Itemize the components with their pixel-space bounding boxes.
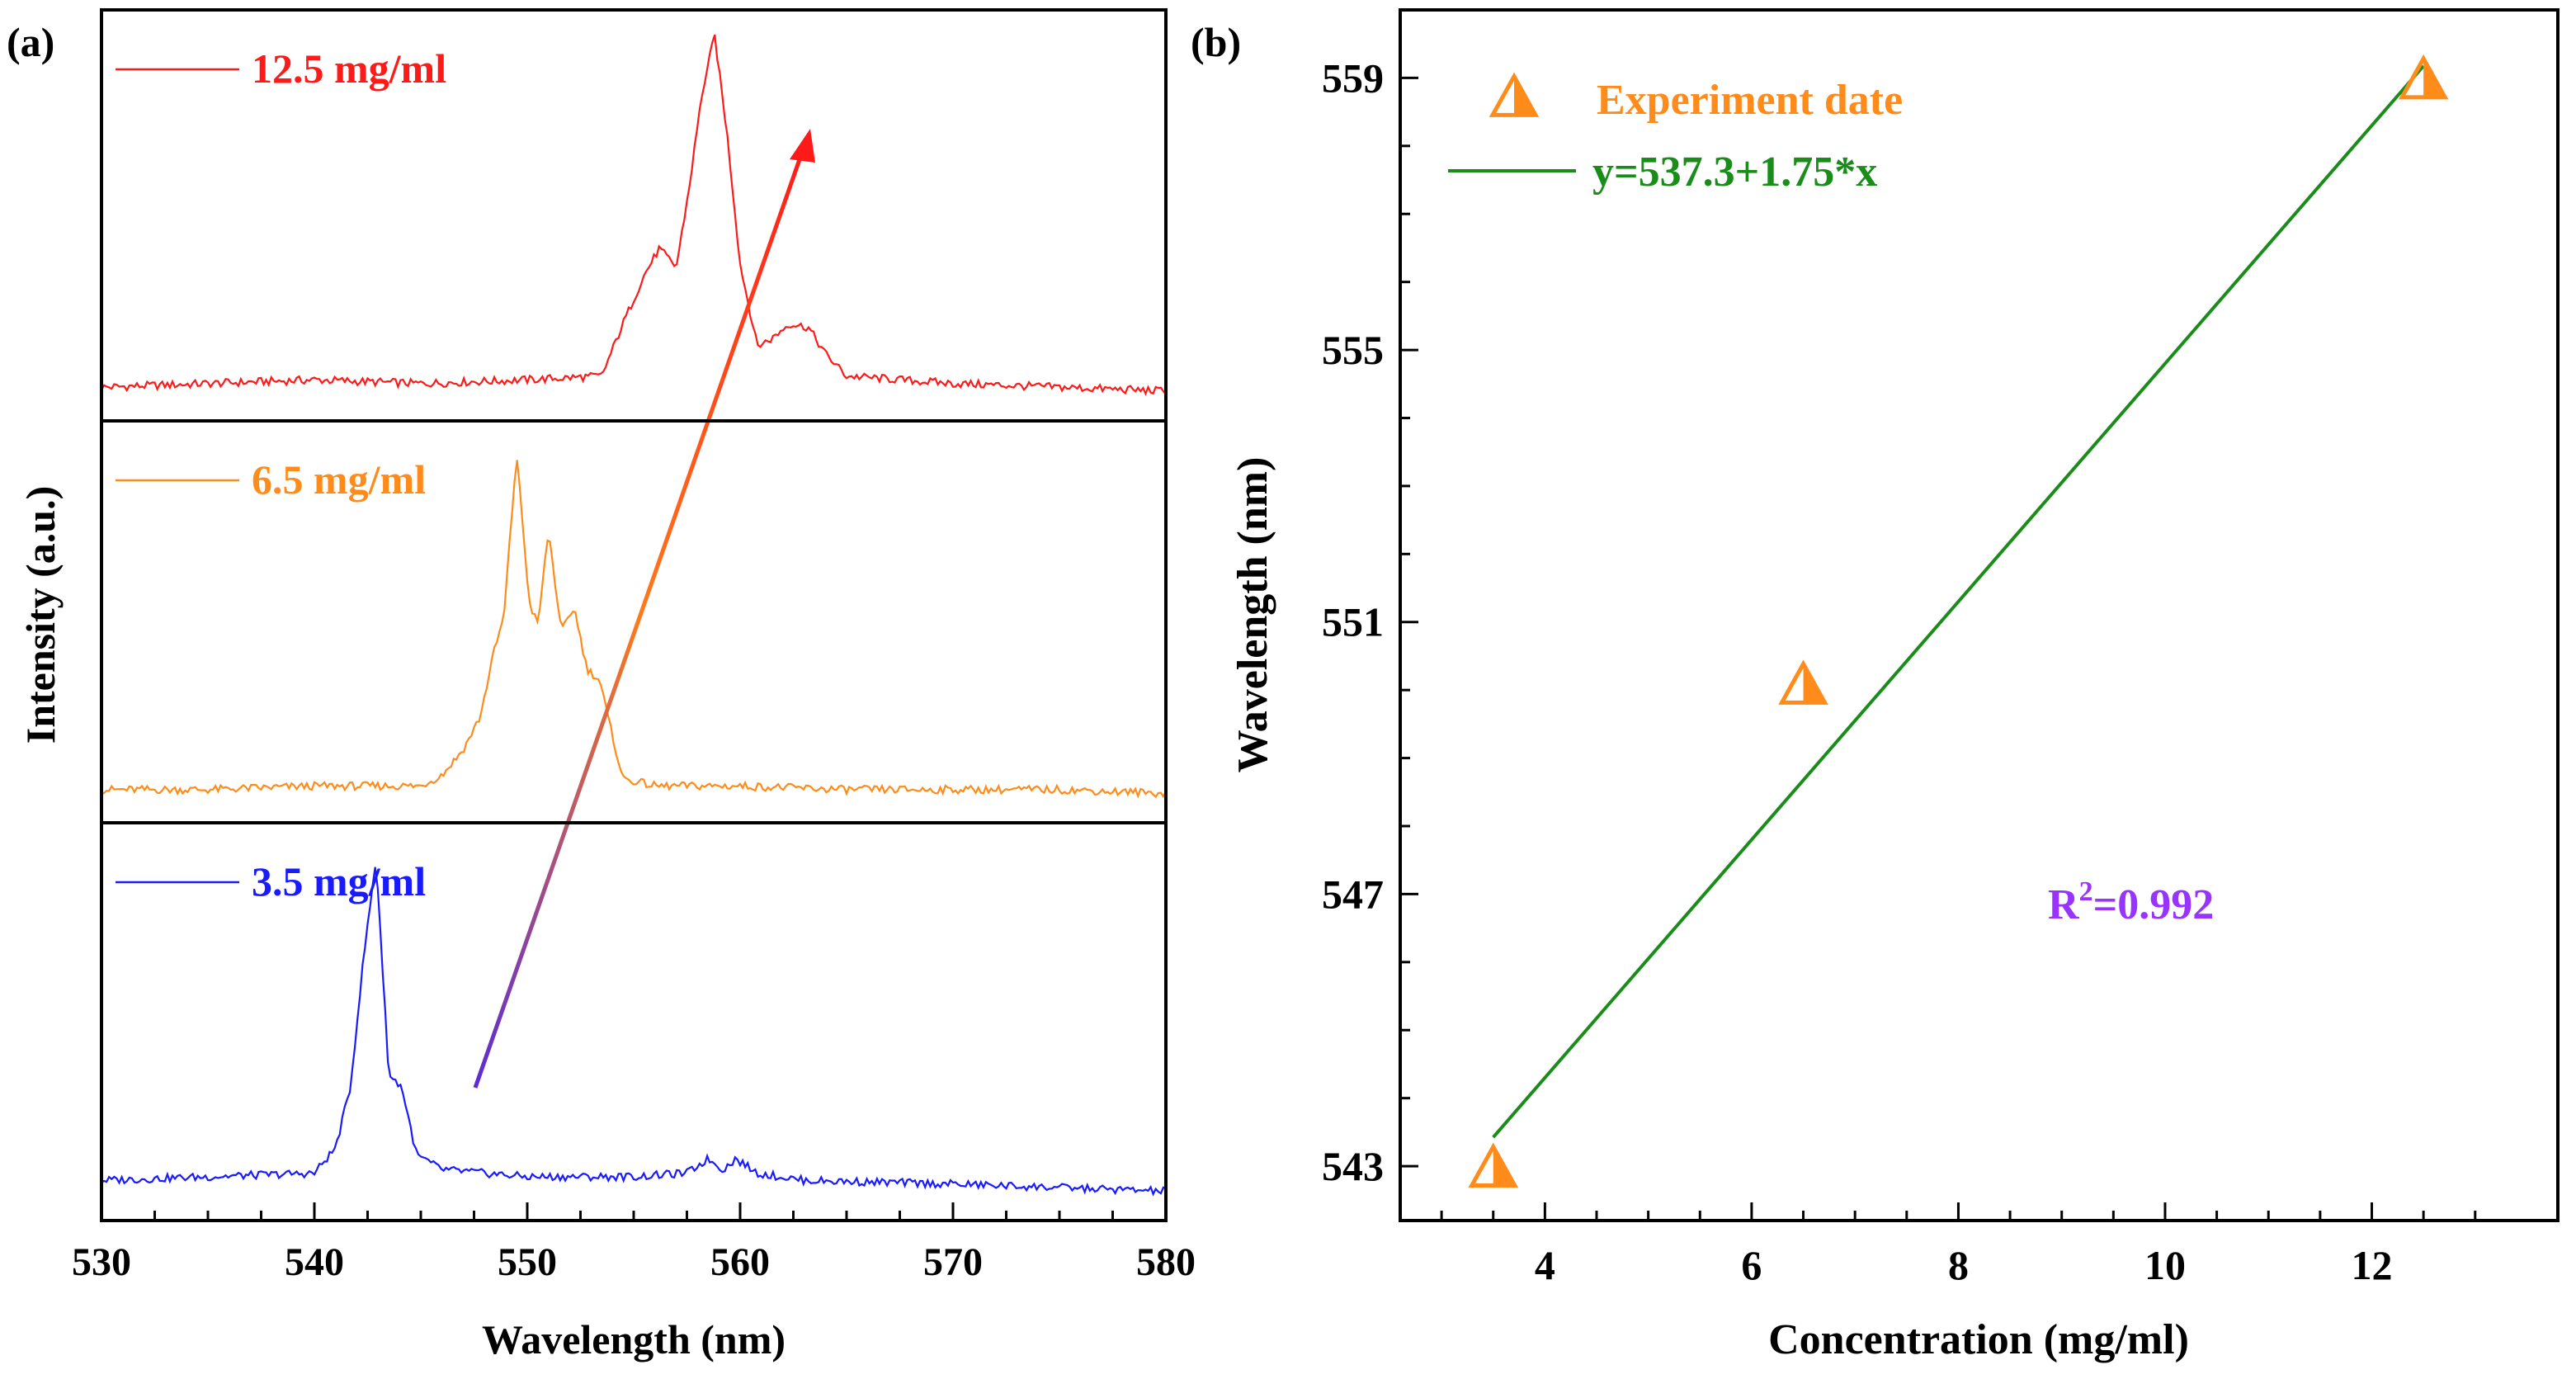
legend-fit: y=537.3+1.75*x [1448, 149, 1877, 196]
b-x-tick-label: 12 [2352, 1242, 2393, 1288]
panel-a-ylabel: Intensity (a.u.) [17, 486, 64, 744]
panel-a-label: (a) [7, 19, 54, 65]
legend-experiment: Experiment date [1489, 72, 1903, 124]
b-x-tick-label: 8 [1948, 1242, 1969, 1288]
b-y-tick-label: 547 [1322, 871, 1384, 917]
a-x-tick-label: 540 [285, 1240, 344, 1284]
legend-triangle [1489, 72, 1540, 117]
shift-arrow-head [790, 129, 815, 163]
panel-a: (a) 12.5 mg/ml6.5 mg/ml3.5 mg/ml 530 540 5… [7, 8, 1196, 1362]
r-squared-value: =0.992 [2093, 881, 2215, 928]
b-x-tick-label: 6 [1741, 1242, 1762, 1288]
fit-line [1492, 64, 2425, 1139]
legend-triangle-marker [1489, 72, 1540, 117]
spectrum-line-2 [101, 460, 1167, 799]
a-x-tick-label: 550 [498, 1240, 557, 1284]
a-x-tick-label: 530 [72, 1240, 131, 1284]
r-squared-sup: 2 [2079, 876, 2093, 907]
legend-experiment-label: Experiment date [1597, 77, 1903, 124]
panel-b-ylabel: Wavelength (nm) [1229, 457, 1276, 773]
a-x-tick-label: 570 [923, 1240, 983, 1284]
b-y-tick-label: 555 [1322, 327, 1384, 373]
legend-fit-label: y=537.3+1.75*x [1592, 149, 1877, 196]
b-x-tick-label: 10 [2144, 1242, 2186, 1288]
panel-b-frame [1399, 8, 2559, 1222]
a-x-tick-label: 560 [710, 1240, 770, 1284]
legend-label-2: 6.5 mg/ml [252, 456, 426, 503]
panel-b-xlabel: Concentration (mg/ml) [1768, 1316, 2189, 1363]
a-legends: 12.5 mg/ml 6.5 mg/ml 3.5 mg/ml [116, 45, 446, 904]
panel-a-xlabel: Wavelength (nm) [482, 1316, 786, 1362]
shift-arrow-shaft [473, 144, 807, 1089]
b-yticks: 543 547 551 555 559 [1322, 54, 1418, 1189]
a-x-tick-label: 580 [1136, 1240, 1196, 1284]
b-y-tick-label: 543 [1322, 1143, 1384, 1189]
legend-label-1: 12.5 mg/ml [252, 45, 446, 92]
b-xticks: 4 6 8 10 12 [1440, 1202, 2477, 1288]
spectrum-line-3 [101, 867, 1167, 1197]
spectrum-line-1 [101, 34, 1167, 396]
r-squared-annotation: R2=0.992 [2048, 876, 2214, 928]
legend-label-3: 3.5 mg/ml [252, 858, 426, 904]
b-y-tick-label: 559 [1322, 54, 1384, 101]
b-y-tick-label: 551 [1322, 599, 1384, 645]
b-x-tick-label: 4 [1535, 1242, 1555, 1288]
data-point-triangle [1468, 1142, 1518, 1188]
data-point-triangle [2398, 54, 2449, 100]
panel-b: (b) 543 547 551 555 559 4 6 8 10 12 Experiment d… [1191, 8, 2559, 1363]
panel-a-frame [100, 8, 1168, 1222]
b-points [1468, 54, 2449, 1188]
panel-b-label: (b) [1191, 19, 1241, 65]
a-traces [101, 34, 1167, 1197]
data-point-triangle [1778, 659, 1828, 705]
a-xticks: 530 540 550 560 570 580 [72, 1202, 1196, 1284]
r-squared-prefix: R [2048, 881, 2080, 928]
